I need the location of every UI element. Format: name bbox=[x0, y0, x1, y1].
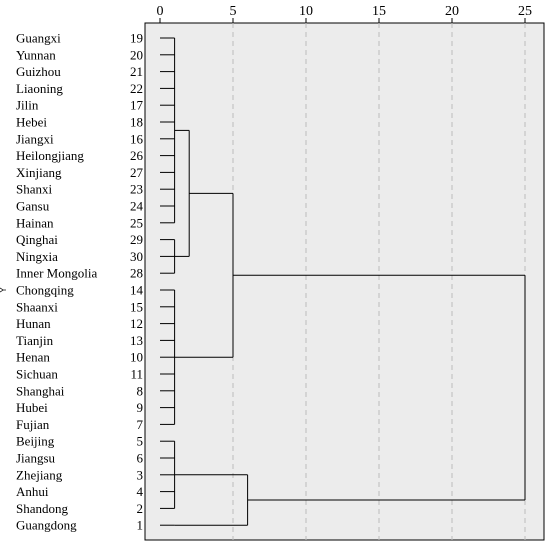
leaf-name-label: Ningxia bbox=[16, 249, 58, 264]
leaf-id-label: 19 bbox=[130, 31, 143, 46]
leaf-name-label: Qinghai bbox=[16, 232, 58, 247]
x-tick-label: 25 bbox=[518, 4, 532, 19]
leaf-id-label: 16 bbox=[130, 131, 144, 146]
leaf-id-label: 11 bbox=[130, 367, 143, 382]
leaf-name-label: Hunan bbox=[16, 316, 51, 331]
leaf-name-label: Beijing bbox=[16, 434, 55, 449]
leaf-name-label: Liaoning bbox=[16, 81, 63, 96]
leaf-id-label: 24 bbox=[130, 199, 144, 214]
leaf-id-label: 8 bbox=[137, 383, 144, 398]
x-tick-label: 5 bbox=[230, 4, 237, 19]
leaf-id-label: 13 bbox=[130, 333, 143, 348]
leaf-name-label: Hainan bbox=[16, 215, 54, 230]
leaf-id-label: 25 bbox=[130, 215, 143, 230]
leaf-id-label: 10 bbox=[130, 350, 143, 365]
leaf-name-label: Jiangxi bbox=[16, 131, 54, 146]
x-tick-label: 0 bbox=[157, 4, 164, 19]
leaf-name-label: Chongqing bbox=[16, 283, 74, 298]
leaf-name-label: Guizhou bbox=[16, 64, 61, 79]
leaf-id-label: 7 bbox=[137, 417, 144, 432]
leaf-id-label: 12 bbox=[130, 316, 143, 331]
leaf-id-label: 15 bbox=[130, 299, 143, 314]
x-axis-ticks: 0 5 10 15 20 25 bbox=[157, 4, 532, 23]
leaf-name-label: Guangdong bbox=[16, 518, 77, 533]
leaf-id-label: 21 bbox=[130, 64, 143, 79]
leaf-id-label: 5 bbox=[137, 434, 144, 449]
x-tick-label: 20 bbox=[445, 4, 459, 19]
leaf-id-label: 1 bbox=[137, 518, 144, 533]
leaf-name-label: Zhejiang bbox=[16, 467, 63, 482]
plot-area bbox=[144, 22, 545, 541]
leaf-id-label: 3 bbox=[137, 467, 144, 482]
leaf-name-label: Hebei bbox=[16, 115, 47, 130]
leaf-id-label: 4 bbox=[137, 484, 144, 499]
leaf-name-label: Shanxi bbox=[16, 182, 53, 197]
leaf-name-label: Shandong bbox=[16, 501, 69, 516]
leaf-id-label: 2 bbox=[137, 501, 144, 516]
leaf-id-label: 26 bbox=[130, 148, 144, 163]
leaf-name-label: Gansu bbox=[16, 199, 50, 214]
leaf-id-label: 28 bbox=[130, 266, 143, 281]
leaf-id-label: 18 bbox=[130, 115, 143, 130]
leaf-name-label: Tianjin bbox=[16, 333, 54, 348]
leaf-id-label: 20 bbox=[130, 47, 143, 62]
leaf-name-label: Anhui bbox=[16, 484, 49, 499]
leaf-name-label: Inner Mongolia bbox=[16, 266, 97, 281]
leaf-name-label: Shaanxi bbox=[16, 299, 58, 314]
leaf-name-label: Fujian bbox=[16, 417, 50, 432]
leaf-name-label: Yunnan bbox=[16, 47, 56, 62]
leaf-id-label: 30 bbox=[130, 249, 143, 264]
dendrogram-links bbox=[160, 37, 526, 526]
leaf-name-label: Henan bbox=[16, 350, 50, 365]
leaf-id-label: 17 bbox=[130, 98, 144, 113]
leaf-name-label: Jilin bbox=[16, 98, 39, 113]
x-tick-label: 15 bbox=[372, 4, 386, 19]
y-axis-label: Y bbox=[0, 287, 8, 293]
leaf-id-label: 27 bbox=[130, 165, 144, 180]
leaf-id-label: 14 bbox=[130, 283, 144, 298]
leaf-id-label: 23 bbox=[130, 182, 143, 197]
leaf-name-label: Xinjiang bbox=[16, 165, 62, 180]
leaf-id-label: 6 bbox=[137, 451, 144, 466]
x-tick-label: 10 bbox=[299, 4, 313, 19]
leaf-name-label: Hubei bbox=[16, 400, 48, 415]
leaf-id-label: 9 bbox=[137, 400, 144, 415]
leaf-id-label: 22 bbox=[130, 81, 143, 96]
leaf-name-label: Jiangsu bbox=[16, 451, 56, 466]
leaf-name-label: Heilongjiang bbox=[16, 148, 84, 163]
leaf-name-label: Sichuan bbox=[16, 367, 58, 382]
leaf-id-label: 29 bbox=[130, 232, 143, 247]
leaf-name-label: Shanghai bbox=[16, 383, 65, 398]
leaf-name-label: Guangxi bbox=[16, 31, 61, 46]
